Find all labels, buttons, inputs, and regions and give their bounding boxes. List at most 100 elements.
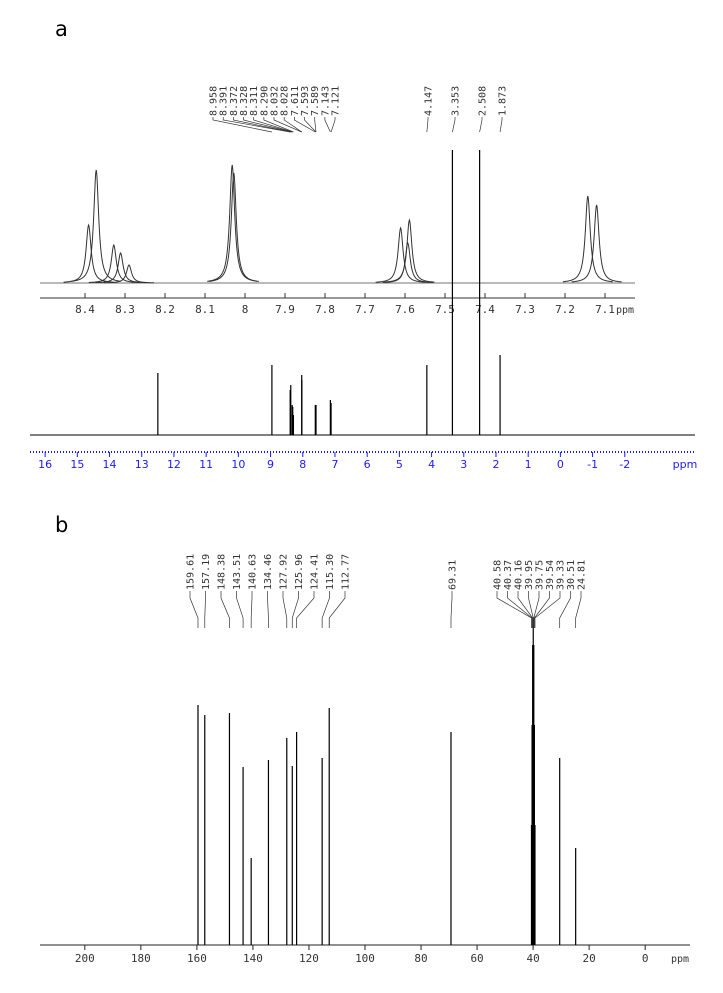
peak (571, 204, 622, 283)
leader-line (282, 591, 288, 628)
leader-line (507, 591, 533, 628)
peak-label: 112.77 (341, 554, 352, 590)
x-tick-label: 180 (131, 952, 151, 965)
peak-label: 3.353 (451, 86, 462, 116)
x-tick-label: 8.1 (195, 303, 215, 316)
x-tick-label: 6 (364, 458, 371, 471)
peak (95, 252, 146, 284)
panel-label: a (55, 17, 68, 41)
x-axis-label: ppm (616, 305, 634, 316)
x-tick-label: 7 (331, 458, 338, 471)
peak-label: 40.16 (514, 560, 525, 590)
x-tick-label: 8 (299, 458, 306, 471)
peak (104, 264, 154, 284)
x-tick-label: 40 (526, 952, 539, 965)
x-tick-label: 120 (299, 952, 319, 965)
leader-line (534, 591, 561, 628)
peak-label: 8.311 (249, 86, 260, 116)
x-tick-label: 0 (642, 952, 649, 965)
x-axis-label: ppm (673, 458, 698, 471)
x-tick-label: 20 (583, 952, 596, 965)
peak (382, 241, 433, 283)
leader-line (283, 117, 303, 133)
x-tick-label: 14 (103, 458, 117, 471)
leader-line (291, 591, 299, 628)
leader-line (533, 591, 540, 628)
x-tick-label: 8.3 (115, 303, 135, 316)
leader-line (294, 117, 316, 133)
x-axis-label: ppm (671, 954, 689, 965)
x-tick-label: 3 (460, 458, 467, 471)
leader-line (243, 117, 293, 133)
leader-line (559, 591, 571, 628)
leader-line (250, 591, 253, 628)
peak-label: 148.38 (217, 554, 228, 590)
leader-line (426, 117, 429, 133)
peak-label: 30.51 (566, 560, 577, 590)
leader-line (263, 117, 294, 133)
peak-label: 24.81 (577, 560, 588, 590)
x-tick-label: 7.3 (515, 303, 535, 316)
peak-label: 8.032 (270, 86, 281, 116)
leader-line (528, 591, 534, 628)
x-tick-label: 2 (492, 458, 499, 471)
peak-label: 8.290 (259, 86, 270, 116)
leader-line (321, 591, 330, 628)
peak-label: 7.143 (320, 86, 331, 116)
peak-label: 125.96 (294, 554, 305, 590)
leader-line (479, 117, 483, 133)
leader-line (296, 591, 315, 628)
peak (375, 226, 426, 283)
peak-label: 157.19 (201, 554, 212, 590)
peak (562, 195, 613, 283)
peak-label: 140.63 (248, 554, 259, 590)
x-tick-label: 80 (414, 952, 427, 965)
x-tick-label: 1 (525, 458, 532, 471)
peak-label: 124.41 (310, 554, 321, 590)
x-tick-label: 7.1 (595, 303, 615, 316)
leader-line (499, 117, 503, 133)
leader-line (575, 591, 582, 628)
peak-label: 8.028 (280, 86, 291, 116)
peak-label: 7.593 (300, 86, 311, 116)
peak-label: 40.37 (503, 560, 514, 590)
leader-line (517, 591, 534, 628)
x-tick-label: 15 (70, 458, 84, 471)
x-tick-label: 16 (38, 458, 52, 471)
x-tick-label: 4 (428, 458, 435, 471)
peak-label: 39.75 (535, 560, 546, 590)
x-tick-label: 11 (199, 458, 213, 471)
peak-label: 40.58 (493, 560, 504, 590)
x-tick-label: 200 (75, 952, 95, 965)
x-tick-label: 9 (267, 458, 274, 471)
peak (208, 172, 259, 282)
x-tick-label: 7.8 (315, 303, 335, 316)
x-tick-label: 8.2 (155, 303, 175, 316)
leader-line (204, 591, 206, 628)
leader-line (189, 591, 199, 628)
x-tick-label: 12 (167, 458, 181, 471)
x-tick-label: 5 (396, 458, 403, 471)
x-tick-label: 7.5 (435, 303, 455, 316)
leader-line (220, 591, 230, 628)
leader-line (534, 591, 550, 628)
peak-label: 39.95 (524, 560, 535, 590)
leader-line (450, 591, 453, 628)
peak-label: 134.46 (263, 554, 274, 590)
peak-label: 4.147 (424, 86, 435, 116)
peak-label: 39.33 (556, 560, 567, 590)
x-tick-label: 7.4 (475, 303, 495, 316)
x-tick-label: 13 (135, 458, 149, 471)
peak-label: 7.121 (331, 86, 342, 116)
leader-line (232, 117, 291, 133)
leader-line (253, 117, 293, 133)
x-tick-label: 100 (355, 952, 375, 965)
leader-line (273, 117, 302, 133)
peak-label: 8.958 (209, 86, 220, 116)
x-tick-label: 7.9 (275, 303, 295, 316)
peak (384, 218, 435, 283)
x-tick-label: 7.7 (355, 303, 375, 316)
peak-label: 159.61 (186, 554, 197, 590)
x-tick-label: -1 (587, 458, 598, 471)
